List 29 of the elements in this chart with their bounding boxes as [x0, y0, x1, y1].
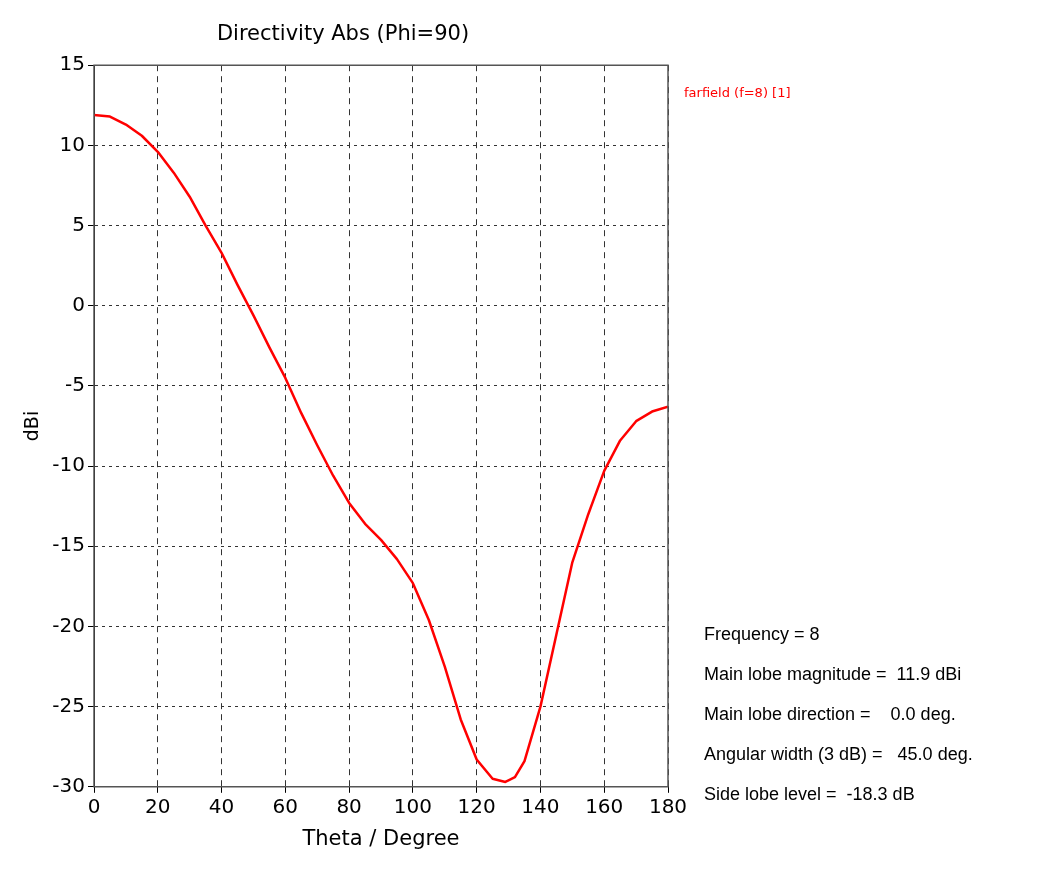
text: Main lobe magnitude = 11.9 dBi [704, 663, 962, 684]
text: farfield (f=8) [1] [684, 84, 791, 100]
chart-title: Directivity Abs (Phi=90) [216, 21, 470, 46]
y-tick-label: -20 [52, 612, 85, 637]
y-tick-label: 15 [59, 51, 85, 76]
y-axis-title: dBi [20, 410, 43, 442]
y-tick-label: 5 [72, 211, 85, 236]
x-tick-label: 140 [521, 794, 560, 818]
x-tick-label: 120 [457, 794, 496, 818]
x-axis-title: Theta / Degree [301, 825, 460, 850]
y-tick-label: 0 [72, 291, 85, 316]
text: Angular width (3 dB) = 45.0 deg. [704, 743, 973, 764]
y-tick-label: -30 [52, 773, 85, 797]
x-tick-label: 40 [208, 794, 235, 818]
x-tick-label: 0 [87, 794, 101, 818]
x-tick-label: 80 [336, 794, 362, 818]
y-tick-label: 10 [59, 131, 85, 156]
x-tick-label: 60 [272, 794, 299, 818]
y-tick-label: -25 [52, 692, 85, 717]
y-tick-label: -10 [52, 452, 85, 477]
x-tick-label: 20 [145, 794, 171, 818]
x-tick-label: 180 [648, 794, 688, 818]
y-tick-label: -5 [65, 372, 85, 397]
y-tick-label: -15 [52, 532, 85, 557]
text: Frequency = 8 [704, 623, 820, 644]
x-tick-label: 160 [585, 794, 624, 818]
text: Main lobe direction = 0.0 deg. [704, 703, 956, 724]
text: Side lobe level = -18.3 dB [704, 783, 915, 804]
x-tick-label: 100 [393, 794, 432, 818]
